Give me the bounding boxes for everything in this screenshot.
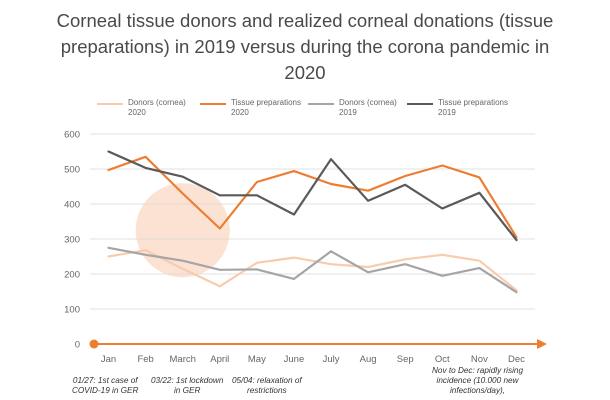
x-tick-label-sep: Sep [397, 354, 414, 365]
x-tick-label-march: March [170, 354, 196, 365]
x-tick-label-oct: Oct [435, 354, 450, 365]
series-line-donors-2019 [107, 246, 518, 294]
annotation-lockdown: 03/22: 1st lockdown in GER [151, 376, 223, 396]
x-tick-label-jan: Jan [101, 354, 116, 365]
annotation-relaxation-line2: restrictions [247, 386, 287, 395]
annotation-incidence-line3: infections/day), [449, 386, 506, 395]
annotation-incidence-line2: incidence (10.000 new [436, 376, 519, 385]
legend-swatch-donors-2019 [308, 103, 334, 105]
timeline-arrowhead [537, 339, 547, 349]
annotation-incidence-line1: Nov to Dec: rapidly rising [432, 366, 524, 375]
y-tick-label-400: 400 [64, 200, 80, 211]
legend-label-preparations-2019-line2: 2019 [438, 108, 456, 117]
x-tick-label-june: June [284, 354, 305, 365]
series-line-preparations-2019 [107, 150, 518, 242]
y-tick-label-100: 100 [64, 305, 80, 316]
annotation-first-case-line1: 01/27: 1st case of [72, 376, 138, 385]
series-line-preparations-2020 [107, 155, 518, 239]
annotation-lockdown-line2: in GER [173, 386, 201, 395]
x-tick-label-dec: Dec [508, 354, 525, 365]
legend-label-donors-2020-line1: Donors (cornea) [128, 98, 186, 107]
timeline-start-dot [89, 339, 99, 349]
annotation-relaxation-line1: 05/04: relaxation of [232, 376, 302, 385]
chart-title: Corneal tissue donors and realized corne… [56, 10, 554, 83]
highlight-circle [135, 183, 230, 278]
legend-label-preparations-2020-line1: Tissue preparations [231, 98, 301, 107]
annotation-incidence: Nov to Dec: rapidly rising incidence (10… [432, 366, 523, 396]
x-tick-label-feb: Feb [137, 354, 153, 365]
legend-swatch-donors-2020 [97, 103, 123, 105]
series-line-donors-2020 [107, 249, 518, 292]
legend-swatch-preparations-2020 [200, 103, 226, 105]
y-tick-label-500: 500 [64, 165, 80, 176]
legend-label-donors-2020-line2: 2020 [128, 108, 146, 117]
y-tick-label-600: 600 [64, 130, 80, 141]
x-tick-label-may: May [248, 354, 266, 365]
x-tick-label-july: July [323, 354, 340, 365]
legend-label-preparations-2020-line2: 2020 [231, 108, 249, 117]
annotation-relaxation: 05/04: relaxation of restrictions [232, 376, 302, 396]
legend-label-donors-2019-line1: Donors (cornea) [339, 98, 397, 107]
x-tick-label-aug: Aug [360, 354, 377, 365]
legend-label-preparations-2019-line1: Tissue preparations [438, 98, 508, 107]
annotation-lockdown-line1: 03/22: 1st lockdown [151, 376, 224, 385]
y-tick-label-300: 300 [64, 235, 80, 246]
legend-swatch-preparations-2019 [407, 103, 433, 105]
x-tick-label-nov: Nov [471, 354, 488, 365]
y-tick-label-200: 200 [64, 270, 80, 281]
legend-label-donors-2019-line2: 2019 [339, 108, 357, 117]
annotation-first-case: 01/27: 1st case of COVID-19 in GER [72, 376, 138, 396]
y-tick-label-0: 0 [75, 340, 80, 351]
annotation-first-case-line2: COVID-19 in GER [72, 386, 139, 395]
x-tick-label-april: April [210, 354, 229, 365]
